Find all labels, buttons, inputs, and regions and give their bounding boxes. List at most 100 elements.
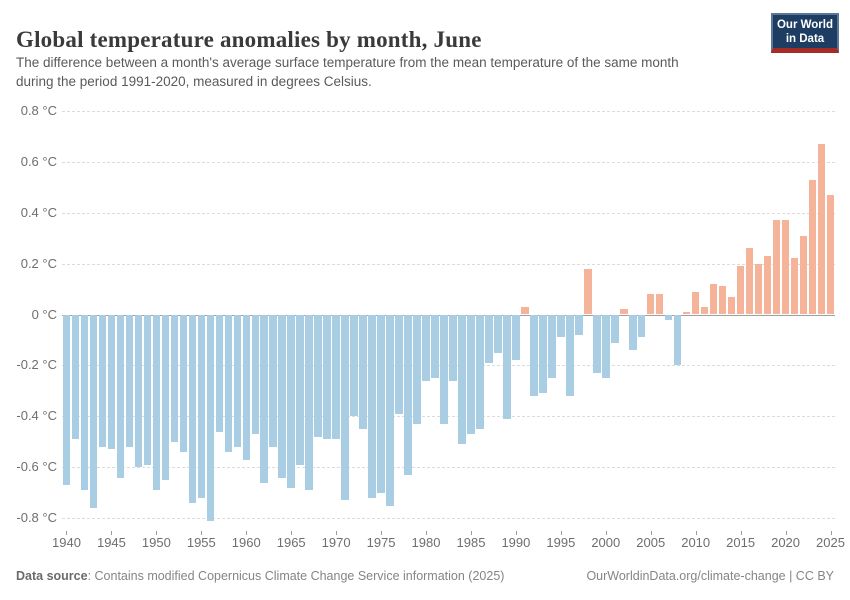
bar-1951[interactable] <box>161 314 170 481</box>
bar-1989[interactable] <box>503 314 511 419</box>
bar-2019[interactable] <box>772 220 781 315</box>
y-tick-label: -0.6 °C <box>16 459 57 475</box>
bar-1941[interactable] <box>71 314 80 440</box>
bar-1991[interactable] <box>521 306 529 315</box>
bar-1962[interactable] <box>260 314 268 483</box>
x-tick <box>470 531 472 535</box>
bar-1983[interactable] <box>449 314 457 381</box>
bar-1992[interactable] <box>530 314 538 396</box>
bar-1995[interactable] <box>557 314 565 338</box>
bar-1942[interactable] <box>80 314 89 491</box>
bar-1997[interactable] <box>575 314 583 335</box>
bar-2003[interactable] <box>629 314 637 351</box>
bar-1963[interactable] <box>269 314 277 447</box>
bar-2000[interactable] <box>602 314 610 379</box>
bar-1954[interactable] <box>188 314 197 503</box>
x-tick <box>246 531 248 535</box>
bar-2014[interactable] <box>727 296 736 315</box>
bar-2010[interactable] <box>691 291 700 315</box>
bar-1999[interactable] <box>593 314 601 374</box>
bar-2013[interactable] <box>718 286 727 315</box>
bar-2023[interactable] <box>808 179 817 315</box>
credit-link[interactable]: OurWorldinData.org/climate-change | CC B… <box>586 569 834 583</box>
bar-1955[interactable] <box>197 314 206 498</box>
bar-1947[interactable] <box>125 314 134 447</box>
bar-1994[interactable] <box>548 314 556 379</box>
x-tick <box>426 531 428 535</box>
owid-logo-line1: Our World <box>776 19 833 31</box>
bar-1973[interactable] <box>359 314 367 430</box>
bar-2001[interactable] <box>611 314 619 343</box>
x-tick-label-2015: 2015 <box>726 535 756 550</box>
bar-1968[interactable] <box>314 314 322 437</box>
bar-2012[interactable] <box>709 283 718 315</box>
bar-1990[interactable] <box>512 314 520 361</box>
bar-1948[interactable] <box>134 314 143 468</box>
bar-2008[interactable] <box>673 314 682 366</box>
bar-2017[interactable] <box>754 263 763 315</box>
bar-1969[interactable] <box>323 314 331 440</box>
bar-1953[interactable] <box>179 314 188 453</box>
bar-1993[interactable] <box>539 314 547 394</box>
x-tick-label-2000: 2000 <box>591 535 621 550</box>
bar-1982[interactable] <box>440 314 448 425</box>
bar-1958[interactable] <box>224 314 233 453</box>
bar-1949[interactable] <box>143 314 152 465</box>
bar-2020[interactable] <box>781 220 790 315</box>
bar-1975[interactable] <box>377 314 385 493</box>
bar-1985[interactable] <box>467 314 475 435</box>
bar-1945[interactable] <box>107 314 116 450</box>
bar-2022[interactable] <box>799 235 808 315</box>
bar-1976[interactable] <box>386 314 394 506</box>
bar-2018[interactable] <box>763 255 772 315</box>
bar-1970[interactable] <box>332 314 340 440</box>
bar-2005[interactable] <box>646 294 655 315</box>
bar-1952[interactable] <box>170 314 179 442</box>
page-title: Global temperature anomalies by month, J… <box>16 27 482 53</box>
bar-2021[interactable] <box>790 258 799 315</box>
bar-2016[interactable] <box>745 248 754 315</box>
bar-2004[interactable] <box>638 314 646 338</box>
bar-1960[interactable] <box>242 314 250 460</box>
bar-1956[interactable] <box>206 314 215 521</box>
bar-1946[interactable] <box>116 314 125 478</box>
bar-1984[interactable] <box>458 314 466 445</box>
bar-2024[interactable] <box>817 143 826 315</box>
bar-1965[interactable] <box>287 314 295 488</box>
bar-2009[interactable] <box>682 311 691 315</box>
bar-2006[interactable] <box>655 294 664 315</box>
bar-1986[interactable] <box>476 314 484 430</box>
bar-1966[interactable] <box>296 314 304 465</box>
bar-1980[interactable] <box>422 314 430 381</box>
bar-2011[interactable] <box>700 306 709 315</box>
bar-1961[interactable] <box>251 314 259 435</box>
bar-1972[interactable] <box>350 314 358 417</box>
bar-1998[interactable] <box>584 268 592 315</box>
bar-1940[interactable] <box>62 314 71 486</box>
x-tick <box>381 531 383 535</box>
bar-1950[interactable] <box>152 314 161 491</box>
bar-1979[interactable] <box>413 314 421 425</box>
bar-1944[interactable] <box>98 314 107 447</box>
bar-1977[interactable] <box>395 314 403 414</box>
gridline <box>62 161 835 163</box>
bar-1971[interactable] <box>341 314 349 501</box>
bar-1978[interactable] <box>404 314 412 475</box>
bar-1964[interactable] <box>278 314 286 478</box>
bar-1957[interactable] <box>215 314 224 432</box>
bar-2007[interactable] <box>664 314 673 320</box>
x-tick-label-1975: 1975 <box>366 535 396 550</box>
bar-1996[interactable] <box>566 314 574 396</box>
bar-1967[interactable] <box>305 314 313 491</box>
bar-1988[interactable] <box>494 314 502 353</box>
bar-2025[interactable] <box>826 194 835 315</box>
bar-2015[interactable] <box>736 266 745 315</box>
bar-1974[interactable] <box>368 314 376 498</box>
owid-logo[interactable]: Our World in Data <box>771 13 839 53</box>
bar-1959[interactable] <box>233 314 241 447</box>
bar-1987[interactable] <box>485 314 493 363</box>
bar-1943[interactable] <box>89 314 98 509</box>
bar-2002[interactable] <box>620 309 628 315</box>
bar-1981[interactable] <box>431 314 439 379</box>
gridline <box>62 263 835 265</box>
